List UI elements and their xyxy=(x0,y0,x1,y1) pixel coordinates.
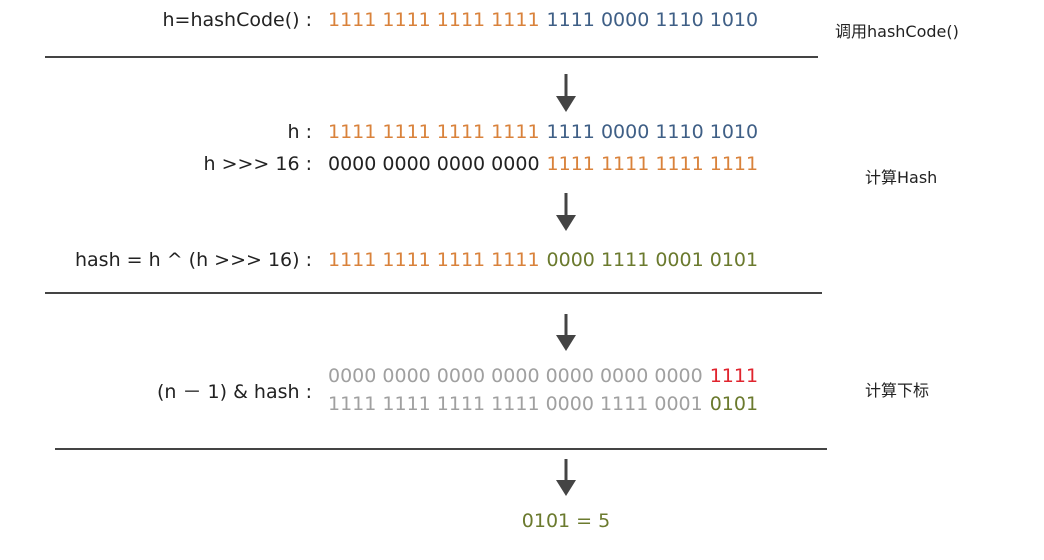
bit-group: 1111 0000 1110 1010 xyxy=(546,121,759,143)
bit-group: 1111 0000 1110 1010 xyxy=(546,9,759,31)
divider xyxy=(45,56,818,58)
result: 0101 = 5 xyxy=(521,510,611,532)
binary-row: 1111 1111 1111 1111 0000 1111 0001 0101 xyxy=(328,249,765,271)
row-label: h >>> 16 : xyxy=(203,153,313,175)
bit-group: 0000 0000 0000 0000 0000 0000 0000 xyxy=(328,365,703,387)
binary-row: 0000 0000 0000 0000 0000 0000 0000 1111 xyxy=(328,365,765,387)
bit-group: 0000 0000 0000 0000 xyxy=(328,153,540,175)
bit-group: 0000 1111 0001 0101 xyxy=(546,249,759,271)
binary-row: 1111 1111 1111 1111 1111 0000 1110 1010 xyxy=(328,121,765,143)
row-label: h : xyxy=(287,121,312,143)
divider xyxy=(45,292,822,294)
bit-group: 1111 1111 1111 1111 xyxy=(328,249,540,271)
divider xyxy=(55,448,827,450)
binary-row: 1111 1111 1111 1111 1111 0000 1110 1010 xyxy=(328,9,765,31)
bit-group: 1111 1111 1111 1111 0000 1111 0001 xyxy=(328,393,703,415)
binary-row: 1111 1111 1111 1111 0000 1111 0001 0101 xyxy=(328,393,765,415)
bit-group: 1111 1111 1111 1111 xyxy=(328,9,540,31)
row-label: (n － 1) & hash : xyxy=(157,381,312,403)
bit-group: 1111 1111 1111 1111 xyxy=(546,153,759,175)
step-label: 计算Hash xyxy=(865,168,938,187)
bit-group: 1111 1111 1111 1111 xyxy=(328,121,540,143)
step-label: 调用hashCode() xyxy=(835,22,959,41)
binary-row: 0000 0000 0000 0000 1111 1111 1111 1111 xyxy=(328,153,765,175)
bit-group: 1111 xyxy=(709,365,759,387)
step-label: 计算下标 xyxy=(865,381,930,400)
row-label: h=hashCode() : xyxy=(162,9,313,31)
row-label: hash = h ^ (h >>> 16) : xyxy=(75,249,312,271)
bit-group: 0101 xyxy=(709,393,759,415)
